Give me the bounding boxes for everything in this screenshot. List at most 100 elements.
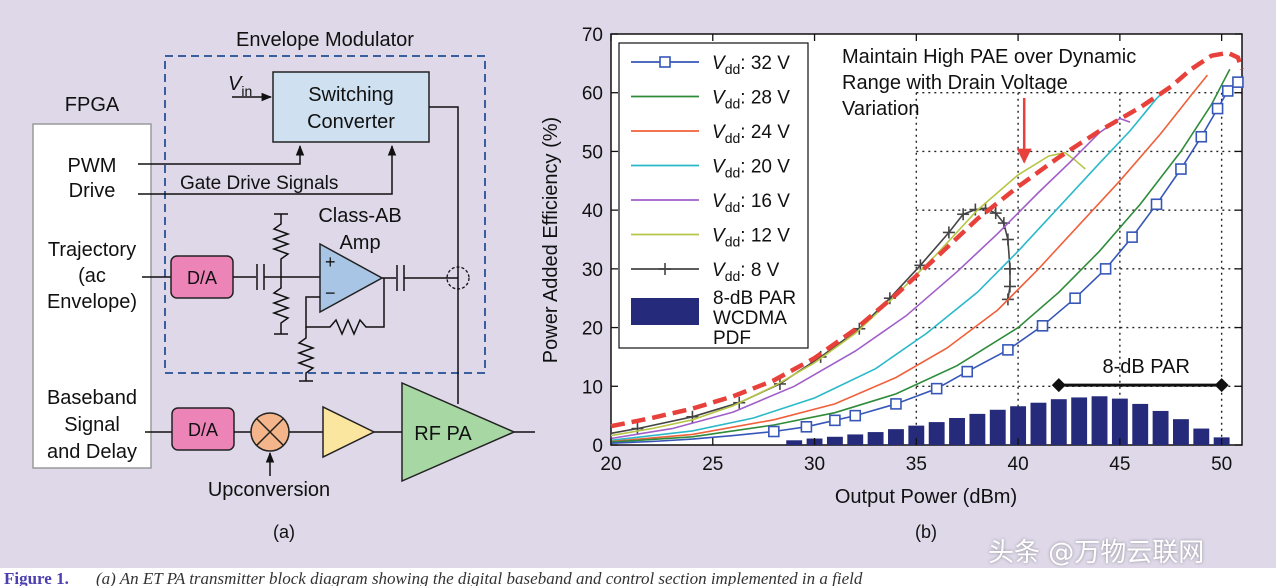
caption-figure-number: Figure 1.: [4, 569, 69, 586]
converter-output-line: [429, 106, 459, 404]
fpga-title: FPGA: [65, 94, 120, 116]
series-marker-square: [1069, 292, 1081, 305]
pdf-bar: [867, 432, 884, 445]
x-tick-label: 45: [1109, 454, 1130, 475]
pdf-bar: [989, 409, 1006, 445]
gate-drive-line: [138, 144, 397, 195]
rf-pa-label: RF PA: [414, 423, 472, 445]
pdf-bar: [1152, 410, 1169, 445]
da-top-label: D/A: [187, 268, 217, 288]
envelope-modulator-title: Envelope Modulator: [236, 29, 414, 51]
opamp-minus: −: [325, 283, 336, 303]
legend-pdf-line3: PDF: [713, 328, 751, 349]
series-marker-square: [1221, 85, 1234, 97]
pdf-bar: [1193, 428, 1210, 445]
baseband-label-line2: Signal: [64, 414, 120, 436]
switching-converter-line1: Switching: [308, 84, 394, 106]
baseband-label-line1: Baseband: [47, 387, 137, 409]
legend-label: Vdd: 12 V: [712, 226, 790, 250]
series-marker-square: [890, 398, 902, 410]
pdf-bar: [1030, 402, 1047, 445]
pdf-bar: [888, 429, 904, 445]
series-marker-square: [961, 365, 974, 378]
trajectory-label-line2: (ac: [78, 265, 106, 287]
series-line: [610, 86, 1170, 442]
axis-ticks: 20 25 30 35 40 45 50 0 10 20 30 40 50 60 70: [582, 25, 1242, 475]
legend: Vdd: 32 V Vdd: 28 V Vdd: 24 V Vdd: 20 V Vdd:…: [618, 42, 809, 349]
block-diagram: Envelope Modulator FPGA PWM Drive Trajec…: [32, 29, 535, 542]
pdf-bar: [1050, 399, 1067, 445]
y-tick-label: 30: [582, 260, 603, 281]
pdf-bar: [1111, 398, 1128, 445]
par-span-right-marker: [1214, 378, 1229, 393]
gate-drive-signals-label: Gate Drive Signals: [180, 173, 338, 194]
pdf-bar: [908, 425, 925, 445]
pdf-bar: [826, 436, 843, 445]
pwm-label-line1: PWM: [68, 155, 117, 177]
series-marker-square: [1036, 320, 1049, 332]
x-tick-label: 25: [702, 454, 723, 475]
feedback-ground-resistor: [296, 327, 316, 381]
mixer-cross-2: [256, 418, 284, 446]
x-tick-label: 50: [1211, 454, 1232, 475]
legend-label: Vdd: 24 V: [712, 122, 790, 146]
series-line: [610, 68, 1231, 443]
par-span-left-marker: [1051, 378, 1066, 393]
legend-label: Vdd: 8 V: [712, 260, 780, 284]
legend-pdf-line2: WCDMA: [713, 308, 787, 329]
opamp-plus: +: [325, 252, 336, 272]
da-converter-bottom: [171, 407, 235, 451]
series-marker-square: [1002, 344, 1014, 356]
series-marker-square: [1099, 263, 1112, 275]
annotation-line3: Variation: [842, 98, 919, 120]
pdf-bar: [1091, 396, 1108, 445]
class-ab-amp: [319, 242, 384, 314]
pdf-bar: [847, 434, 864, 445]
caption-text: (a) An ET PA transmitter block diagram s…: [96, 569, 863, 586]
annotation-line2: Range with Drain Voltage: [842, 72, 1068, 94]
pdf-bar: [969, 413, 986, 445]
series-marker-square: [849, 409, 862, 422]
bias-resistor-top: [271, 214, 291, 277]
panel-b-label: (b): [915, 522, 937, 542]
y-tick-label: 70: [582, 25, 603, 46]
x-axis-label: Output Power (dBm): [835, 486, 1017, 508]
baseband-label-line3: and Delay: [47, 441, 137, 463]
fpga-box: [32, 123, 152, 469]
series-marker-square: [800, 420, 813, 433]
y-tick-label: 10: [582, 377, 603, 398]
x-tick-label: 20: [600, 454, 621, 475]
switching-converter-line2: Converter: [307, 111, 395, 133]
pdf-bar: [928, 422, 945, 445]
bias-resistor-bottom: [271, 277, 291, 334]
pdf-bar: [786, 440, 803, 445]
chart: 20 25 30 35 40 45 50 0 10 20 30 40 50 60 70 Output Pow…: [540, 25, 1245, 542]
series-marker-square: [1150, 198, 1163, 211]
legend-marker-square: [659, 56, 671, 68]
annotation-line1: Maintain High PAE over Dynamic: [842, 46, 1136, 68]
summing-node: [446, 266, 470, 290]
legend-label: Vdd: 20 V: [712, 157, 790, 181]
trajectory-label-line1: Trajectory: [48, 239, 136, 261]
pdf-bar: [1132, 403, 1149, 445]
y-axis-label: Power Added Efficiency (%): [540, 117, 562, 363]
driver-amp: [322, 405, 376, 459]
pwm-drive-line: [138, 144, 305, 165]
upconversion-label: Upconversion: [208, 479, 330, 501]
max-efficiency-envelope: [610, 50, 1245, 429]
x-tick-label: 40: [1008, 454, 1029, 475]
da-bottom-label: D/A: [188, 420, 218, 440]
series-marker-square: [1211, 102, 1224, 115]
x-tick-label: 35: [906, 454, 927, 475]
legend-pdf-line1: 8-dB PAR: [713, 288, 796, 309]
legend-swatch-pdf: [631, 298, 699, 325]
pwm-label-line2: Drive: [69, 180, 116, 202]
class-ab-label-line2: Amp: [339, 232, 380, 254]
series-line: [610, 74, 1209, 443]
series-marker-square: [930, 382, 943, 395]
series-lines: [610, 50, 1245, 444]
y-tick-label: 50: [582, 142, 603, 163]
watermark: 头条 @万物云联网: [988, 538, 1205, 568]
series-marker-square: [1175, 163, 1187, 175]
